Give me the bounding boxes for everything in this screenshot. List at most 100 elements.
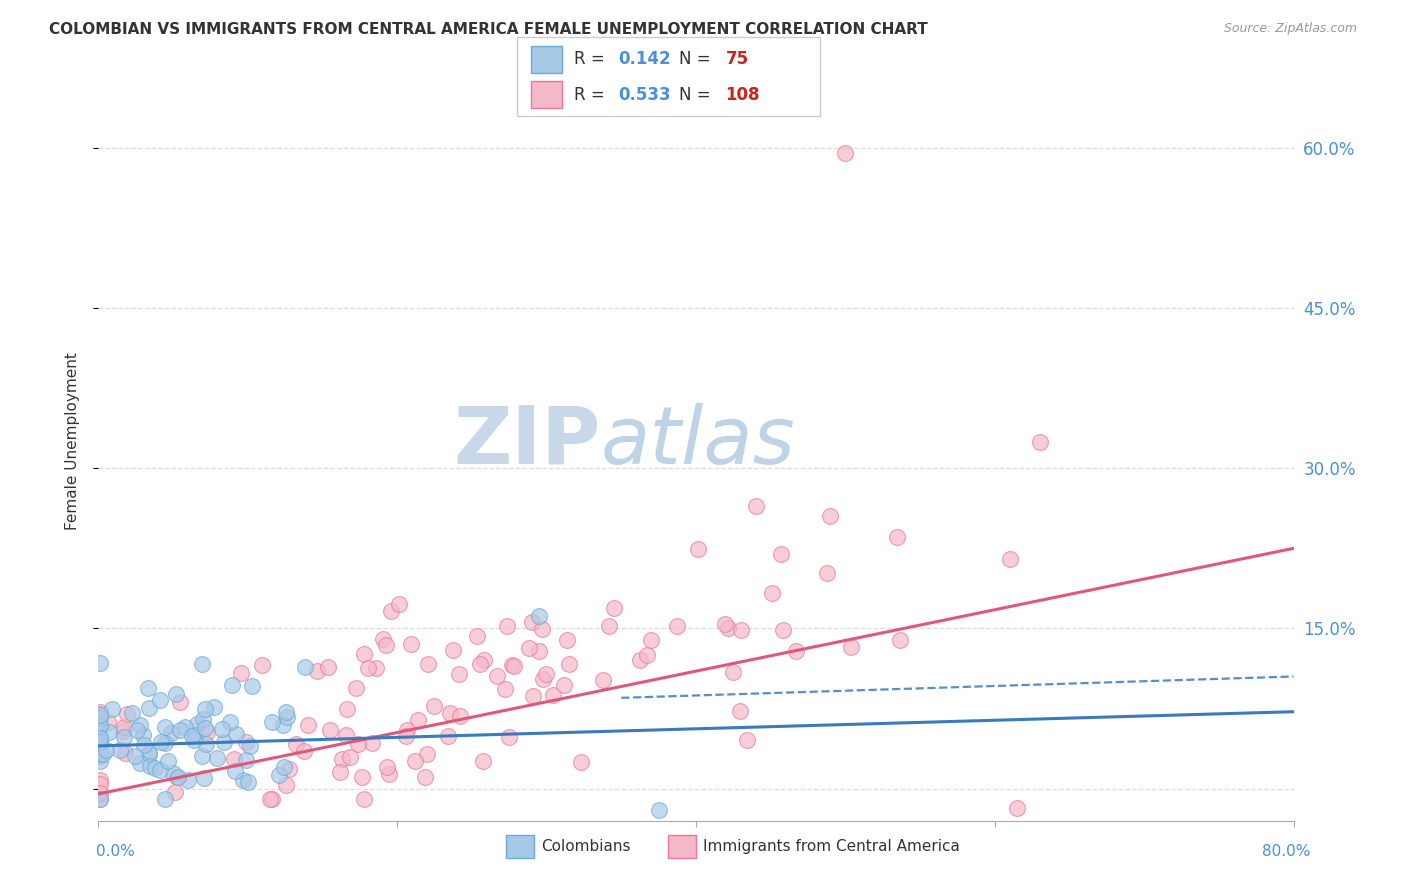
Point <box>437 729 460 743</box>
Point <box>465 629 488 643</box>
Text: COLOMBIAN VS IMMIGRANTS FROM CENTRAL AMERICA FEMALE UNEMPLOYMENT CORRELATION CHA: COLOMBIAN VS IMMIGRANTS FROM CENTRAL AME… <box>49 22 928 37</box>
Point <box>138 759 160 773</box>
Text: R =: R = <box>574 86 610 103</box>
Point <box>399 637 422 651</box>
Point <box>439 706 461 720</box>
Point <box>297 718 319 732</box>
Point <box>260 792 283 806</box>
Point <box>89 776 111 790</box>
Point <box>89 735 111 749</box>
Point <box>553 678 575 692</box>
Point <box>347 737 370 751</box>
Point <box>197 725 219 739</box>
Point <box>388 597 411 611</box>
Point <box>714 617 737 632</box>
Point <box>555 632 578 647</box>
Point <box>89 717 111 731</box>
Point <box>371 632 394 646</box>
Point <box>841 640 863 654</box>
Point <box>212 735 235 749</box>
Point <box>886 530 908 544</box>
Point <box>89 731 111 745</box>
Point <box>190 749 212 764</box>
Point <box>318 660 340 674</box>
Text: Immigrants from Central America: Immigrants from Central America <box>703 839 960 854</box>
Point <box>235 753 257 767</box>
Point <box>260 714 283 729</box>
Point <box>138 746 160 760</box>
Point <box>375 638 398 652</box>
Point <box>271 718 294 732</box>
Point <box>557 657 579 671</box>
Point <box>730 624 752 638</box>
Point <box>132 728 155 742</box>
Point <box>114 747 136 761</box>
Point <box>138 701 160 715</box>
Point <box>665 619 688 633</box>
Point <box>127 723 149 737</box>
Point <box>820 509 842 524</box>
Point <box>165 785 187 799</box>
Point <box>292 744 315 758</box>
Point <box>183 728 205 742</box>
Text: atlas: atlas <box>600 402 796 481</box>
Point <box>89 792 111 806</box>
Point <box>177 772 200 787</box>
Point <box>89 785 111 799</box>
Point <box>496 619 519 633</box>
Point <box>157 754 180 768</box>
Point <box>269 768 291 782</box>
Point <box>353 647 375 661</box>
Point <box>108 743 131 757</box>
Point <box>112 730 135 744</box>
Point <box>522 689 544 703</box>
Point <box>194 702 217 716</box>
Point <box>569 755 592 769</box>
Point <box>276 709 298 723</box>
Point <box>416 747 439 761</box>
Point <box>194 721 217 735</box>
Point <box>357 661 380 675</box>
Text: 0.533: 0.533 <box>619 86 671 103</box>
Point <box>235 734 257 748</box>
Point <box>761 586 783 600</box>
Point <box>89 720 111 734</box>
Point <box>603 601 626 615</box>
Text: R =: R = <box>574 51 610 69</box>
Point <box>89 772 111 787</box>
Text: 75: 75 <box>725 51 748 69</box>
Point <box>378 767 401 781</box>
Text: Colombians: Colombians <box>541 839 631 854</box>
Point <box>129 718 152 732</box>
Point <box>834 146 856 161</box>
Point <box>404 754 426 768</box>
Point <box>155 720 177 734</box>
Point <box>222 751 245 765</box>
Point <box>149 693 172 707</box>
Point <box>353 792 375 806</box>
Point <box>530 622 553 636</box>
Point <box>636 648 658 663</box>
Point <box>889 632 911 647</box>
Point <box>211 723 233 737</box>
Text: ZIP: ZIP <box>453 402 600 481</box>
Point <box>501 657 523 672</box>
Point <box>239 739 262 754</box>
Point <box>416 657 439 672</box>
Point <box>1005 801 1028 815</box>
Point <box>772 623 794 637</box>
Point <box>121 706 143 721</box>
Point <box>112 721 135 735</box>
Point <box>318 723 340 737</box>
Text: N =: N = <box>679 51 716 69</box>
Point <box>149 764 172 778</box>
Point <box>527 608 550 623</box>
Point <box>330 752 353 766</box>
Point <box>396 723 419 737</box>
Text: 108: 108 <box>725 86 761 103</box>
Point <box>785 644 807 658</box>
Point <box>527 644 550 658</box>
Point <box>449 709 471 723</box>
Point <box>183 733 205 747</box>
Point <box>274 705 297 719</box>
